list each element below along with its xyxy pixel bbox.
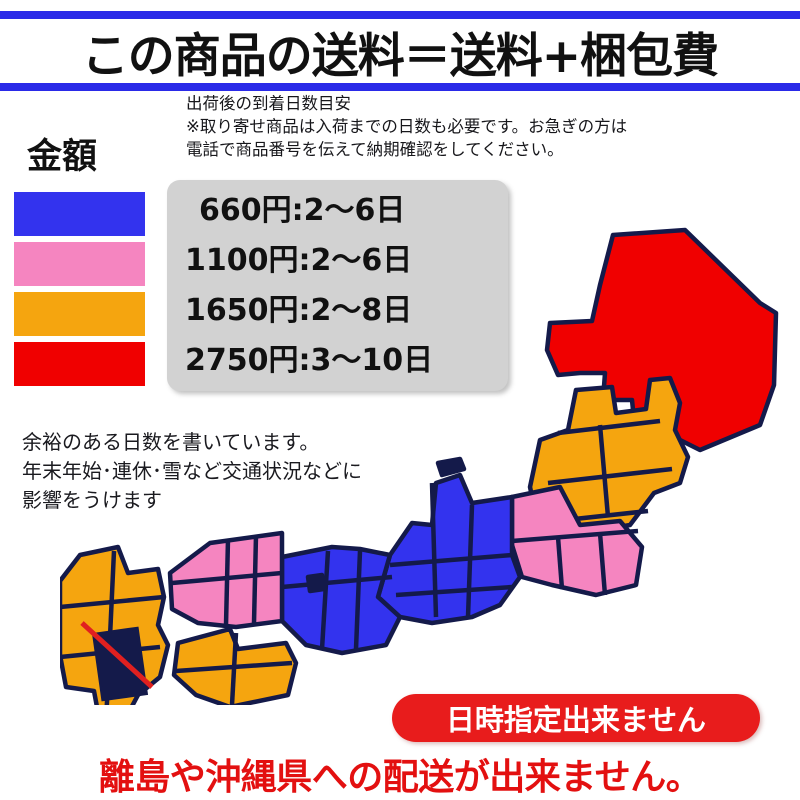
legend-title: 金額 bbox=[27, 137, 98, 177]
status-badge: 日時指定出来ません bbox=[392, 694, 760, 742]
legend-swatch-orange bbox=[14, 292, 145, 336]
legend-swatch-pink bbox=[14, 242, 145, 286]
caution-note-line-2: 年末年始･連休･雪など交通状況などに bbox=[22, 459, 362, 483]
japan-map bbox=[60, 227, 779, 705]
footer-warning: 離島や沖縄県への配送が出来ません。 bbox=[98, 757, 702, 798]
legend-swatch-blue bbox=[14, 192, 145, 236]
map-region-kansai bbox=[279, 544, 403, 656]
delivery-note: 出荷後の到着日数目安 ※取り寄せ商品は入荷までの日数も必要です。お急ぎの方は 電… bbox=[186, 92, 706, 161]
map-region-tohoku bbox=[527, 375, 691, 538]
delivery-note-line-3: 電話で商品番号を伝えて納期確認をしてください。 bbox=[186, 140, 564, 159]
header-rule-bottom bbox=[0, 83, 800, 91]
price-panel bbox=[167, 180, 508, 391]
page-title: この商品の送料＝送料+梱包費 bbox=[81, 28, 719, 84]
delivery-note-line-2: ※取り寄せ商品は入荷までの日数も必要です。お急ぎの方は bbox=[186, 117, 628, 136]
caution-note-line-1: 余裕のある日数を書いています。 bbox=[22, 430, 320, 454]
price-row: 1650円:2〜8日 bbox=[185, 293, 413, 328]
price-row: 2750円:3〜10日 bbox=[185, 343, 434, 378]
map-region-chubu bbox=[375, 472, 523, 626]
map-island-sado bbox=[435, 456, 467, 478]
price-row: 660円:2〜6日 bbox=[199, 193, 406, 228]
delivery-note-line-1: 出荷後の到着日数目安 bbox=[186, 94, 351, 113]
price-row: 1100円:2〜6日 bbox=[185, 243, 413, 278]
caution-note-line-3: 影響をうけます bbox=[22, 488, 162, 512]
caution-note: 余裕のある日数を書いています。 年末年始･連休･雪など交通状況などに 影響をうけ… bbox=[22, 428, 442, 515]
map-region-okinawa bbox=[80, 621, 154, 702]
map-region-shikoku bbox=[171, 626, 299, 705]
map-region-chugoku bbox=[167, 530, 285, 630]
legend-swatch-red bbox=[14, 342, 145, 386]
map-island-awaji bbox=[305, 572, 327, 594]
price-list: 660円:2〜6日 1100円:2〜6日 1650円:2〜8日 2750円:3〜… bbox=[185, 186, 515, 386]
header-rule-top bbox=[0, 11, 800, 19]
okinawa-strike-line bbox=[80, 621, 154, 689]
map-region-kanto bbox=[509, 484, 645, 598]
